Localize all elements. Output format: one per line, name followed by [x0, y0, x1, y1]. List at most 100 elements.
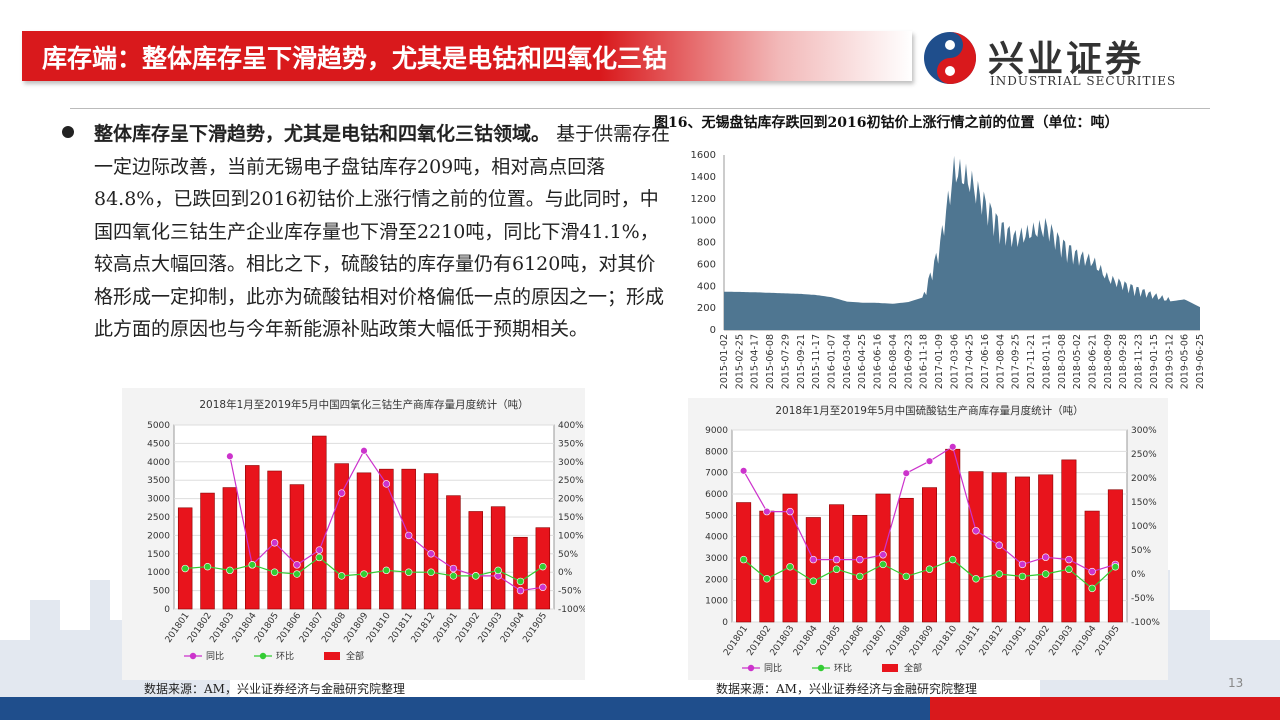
x-tick-label: 2015-09-21: [796, 334, 807, 389]
y-tick-label: 1000: [147, 568, 170, 578]
x-tick: 2016-03-04: [842, 334, 853, 389]
x-tick: 2016-06-16: [873, 334, 884, 389]
footer-accent: [930, 697, 1280, 720]
x-tick-label: 2018-09-28: [1118, 334, 1129, 389]
y-tick-label: 2000: [147, 531, 170, 541]
x-tick-label: 2017-01-09: [934, 334, 945, 389]
legend-label: 环比: [276, 650, 294, 662]
x-tick: 2016-04-25: [857, 334, 868, 389]
y-tick-label: 1000: [705, 597, 728, 607]
x-tick-label: 2017-06-16: [980, 334, 991, 389]
line-point: [856, 572, 864, 581]
line-point: [949, 555, 957, 564]
line-point: [856, 555, 864, 564]
legend-swatch: [259, 652, 267, 660]
x-tick-label: 2017-08-04: [995, 334, 1006, 389]
y-tick-label: 4000: [705, 533, 728, 543]
company-logo: 兴业证券 INDUSTRIAL SECURITIES: [922, 30, 1182, 90]
line-point: [293, 561, 301, 569]
y-tick-label: 1600: [691, 150, 716, 161]
bar: [490, 506, 506, 610]
line-point: [763, 507, 771, 516]
y-tick-label: 3000: [147, 495, 170, 505]
x-tick: 2016-11-18: [919, 334, 930, 389]
y2-tick-label: 50%: [558, 550, 578, 560]
line-point: [315, 553, 323, 562]
x-tick: 2015-02-25: [734, 334, 745, 389]
bar: [1107, 489, 1123, 623]
line-point: [293, 570, 301, 578]
x-tick: 2015-11-17: [811, 334, 822, 389]
coso4-inventory-chart: 2018年1月至2019年5月中国硫酸钴生产商库存量月度统计（吨） 0 1000 20…: [688, 398, 1168, 680]
x-tick-label: 2019-01-15: [1149, 334, 1160, 389]
x-tick-label: 2015-02-25: [734, 334, 745, 389]
x-tick-label: 2018-06-21: [1088, 334, 1099, 389]
y2-tick-label: 200%: [1131, 474, 1157, 484]
x-tick: 2016-09-23: [903, 334, 914, 389]
bar: [759, 510, 775, 623]
line-point: [995, 570, 1003, 578]
y-tick-label: 9000: [705, 426, 728, 436]
x-tick-label: 2017-04-25: [965, 334, 976, 389]
y2-tick-label: -50%: [1131, 594, 1155, 604]
x-tick-label: 2018-08-09: [1103, 334, 1114, 389]
line-point: [337, 572, 346, 580]
y-tick-label: 2500: [147, 513, 170, 523]
x-tick: 2019-05-06: [1180, 334, 1191, 389]
x-tick: 2019-01-15: [1149, 334, 1160, 389]
bullet-paragraph: 整体库存呈下滑趋势，尤其是电钴和四氧化三钴领域。 基于供需存在一定边际改善，当前…: [94, 118, 674, 346]
source-note-right: 数据来源：AM，兴业证券经济与金融研究院整理: [716, 682, 977, 696]
line-point: [539, 562, 547, 571]
x-tick: 2017-04-25: [965, 334, 976, 389]
line-point: [739, 467, 748, 475]
x-tick: 2017-01-09: [934, 334, 945, 389]
x-tick: 2017-09-25: [1011, 334, 1022, 389]
x-tick: 2018-01-11: [1041, 334, 1052, 389]
x-tick: 2016-01-07: [826, 334, 837, 389]
y-tick-label: 1500: [147, 550, 170, 560]
legend-swatch: [747, 664, 755, 672]
y-tick-label: 5000: [147, 421, 170, 431]
line-point: [972, 527, 980, 535]
y-tick-label: 6000: [705, 490, 728, 500]
y2-tick-label: 100%: [1131, 522, 1157, 532]
bar: [1061, 459, 1077, 623]
line-point: [763, 575, 771, 583]
line-point: [427, 550, 435, 558]
y-tick-label: 3500: [147, 476, 170, 486]
x-tick-label: 2018-03-08: [1057, 334, 1068, 389]
y-tick-label: 400: [697, 281, 716, 292]
x-tick: 2018-11-23: [1134, 334, 1145, 389]
x-tick-label: 2016-03-04: [842, 334, 853, 389]
bar: [446, 495, 461, 610]
y-tick-label: 4000: [147, 458, 170, 468]
y2-tick-label: 250%: [1131, 450, 1157, 460]
x-tick-label: 2018-05-02: [1072, 334, 1083, 389]
x-tick-label: 2017-03-06: [949, 334, 960, 389]
line-point: [995, 541, 1003, 549]
x-tick: 2018-09-28: [1118, 334, 1129, 389]
x-tick-label: 2016-09-23: [903, 334, 914, 389]
bar: [334, 463, 349, 610]
line-point: [1065, 555, 1073, 564]
y-tick-label: 4500: [147, 439, 170, 449]
line-point: [809, 577, 818, 585]
bar: [289, 484, 305, 610]
line-point: [337, 489, 346, 497]
x-tick: 2015-06-08: [765, 334, 776, 389]
x-tick: 2017-11-21: [1026, 334, 1037, 389]
x-tick: 2017-06-16: [980, 334, 991, 389]
line-point: [360, 570, 368, 578]
line-point: [449, 572, 458, 580]
line-point: [739, 555, 748, 564]
source-note-left: 数据来源：AM，兴业证券经济与金融研究院整理: [144, 682, 405, 696]
bar: [968, 471, 984, 623]
line-point: [925, 565, 934, 573]
line-point: [949, 443, 957, 451]
y2-tick-label: 150%: [1131, 498, 1157, 508]
y2-tick-label: 50%: [1131, 546, 1151, 556]
y-tick-label: 7000: [705, 469, 728, 479]
line-point: [382, 566, 391, 575]
y-tick-label: 8000: [705, 447, 728, 457]
bar: [423, 473, 439, 610]
